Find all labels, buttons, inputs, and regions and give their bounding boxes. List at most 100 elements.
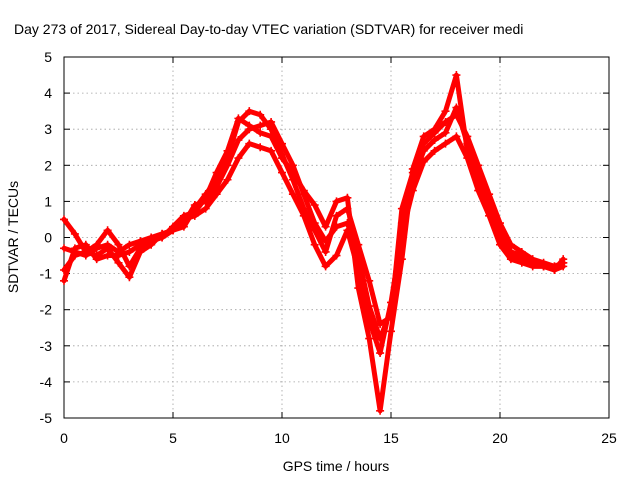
data-point [343,193,352,202]
data-point [485,197,494,206]
data-point [299,186,308,195]
y-tick-label: 3 [44,121,52,137]
data-point [92,240,101,249]
data-point [310,240,319,249]
data-point [419,157,428,166]
data-point [452,132,461,141]
data-point [387,327,395,336]
data-point [430,125,439,134]
data-point [256,121,265,130]
data-point [60,215,68,224]
data-point [550,265,559,274]
data-point [397,255,406,264]
data-point [354,284,363,293]
data-point [267,132,276,141]
data-point [256,128,265,137]
data-point [496,233,504,242]
data-point [103,226,112,235]
data-point [70,229,79,238]
data-point [278,139,286,148]
data-point [528,258,537,267]
data-point [158,233,167,242]
data-point [474,186,483,195]
data-point [278,168,286,177]
x-tick-label: 25 [601,430,617,446]
data-point [517,255,526,264]
data-point [92,255,101,264]
data-point [332,251,341,260]
data-point [103,251,112,260]
data-point [70,244,79,253]
data-point [321,247,330,256]
data-point [114,258,123,267]
data-point [60,276,68,285]
y-tick-label: -2 [40,302,53,318]
data-point [179,211,188,220]
data-point [245,107,254,116]
data-point [114,240,123,249]
data-point [376,349,385,358]
data-point [310,219,319,228]
data-point [332,197,341,206]
data-point [559,255,568,264]
y-tick-label: -5 [40,410,53,426]
data-point [256,143,265,152]
chart-title: Day 273 of 2017, Sidereal Day-to-day VTE… [14,21,523,37]
data-point [539,262,548,271]
y-axis-label: SDTVAR / TECUs [5,181,21,293]
data-point [234,114,243,123]
x-tick-label: 10 [274,430,290,446]
data-point [506,251,515,260]
data-point [212,168,221,177]
data-point [441,139,450,148]
y-tick-label: 1 [44,193,52,209]
x-tick-label: 5 [169,430,177,446]
data-point [267,146,276,155]
data-point [430,136,439,145]
data-point [136,240,145,249]
data-point [136,247,145,256]
data-point [256,110,265,119]
data-point [321,237,330,246]
data-point [147,237,156,246]
data-point [114,251,123,260]
y-tick-label: 5 [44,49,52,65]
y-tick-label: 0 [44,230,52,246]
x-tick-label: 0 [60,430,68,446]
data-point [234,136,243,145]
data-point [474,168,483,177]
data-point [332,211,341,220]
data-point [365,276,374,285]
data-point [267,117,276,126]
x-axis-label: GPS time / hours [283,458,390,474]
data-point [419,132,428,141]
data-point [441,107,450,116]
y-tick-label: -4 [40,374,53,390]
y-tick-label: 2 [44,157,52,173]
data-point [245,139,254,148]
data-point [463,146,472,155]
data-point [125,240,134,249]
data-point [288,190,297,199]
data-point [212,190,221,199]
y-tick-label: -3 [40,338,53,354]
data-point [223,146,232,155]
data-point [408,164,417,173]
data-point [245,121,254,130]
x-tick-label: 15 [383,430,399,446]
data-point [201,204,210,213]
data-point [278,154,286,163]
data-point [321,222,330,231]
data-point [103,244,112,253]
data-point [125,273,134,282]
data-point [60,244,68,253]
data-point [169,222,177,231]
data-point [125,247,134,256]
data-point [376,406,385,415]
data-point [299,211,308,220]
data-point [365,334,374,343]
y-tick-label: 4 [44,85,52,101]
ticks: 0 5 10 15 20 25 -5 -4 -3 -2 -1 0 1 2 3 4 5 [40,49,617,446]
data-point [81,240,90,249]
